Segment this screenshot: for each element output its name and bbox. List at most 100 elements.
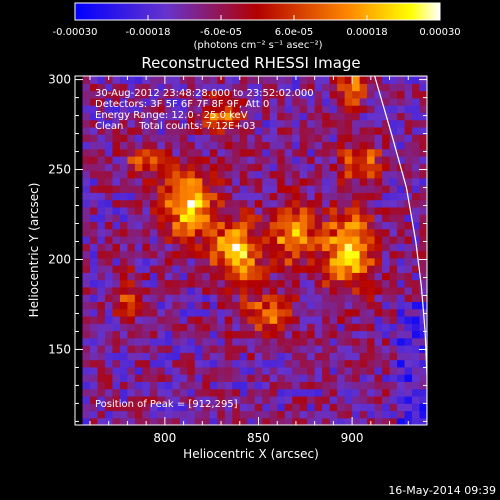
heatmap-cell — [239, 366, 248, 375]
heatmap-cell — [157, 294, 166, 302]
heatmap-cell — [329, 199, 338, 208]
heatmap-cell — [187, 323, 196, 332]
heatmap-cell — [329, 257, 338, 266]
heatmap-cell — [397, 345, 406, 353]
x-tick-label: 900 — [341, 431, 364, 445]
heatmap-cell — [314, 337, 323, 346]
heatmap-cell — [82, 170, 91, 179]
heatmap-cell — [127, 352, 136, 361]
heatmap-cell — [127, 286, 136, 295]
heatmap-cell — [299, 228, 308, 237]
heatmap-cell — [202, 315, 211, 324]
heatmap-cell — [367, 345, 376, 353]
heatmap-cell — [292, 155, 301, 164]
heatmap-cell — [82, 148, 91, 157]
heatmap-cell — [127, 381, 136, 390]
heatmap-cell — [254, 294, 263, 302]
heatmap-cell — [352, 388, 361, 397]
heatmap-cell — [104, 403, 114, 412]
heatmap-cell — [322, 97, 331, 106]
heatmap-cell — [104, 214, 114, 223]
heatmap-cell — [157, 410, 166, 419]
heatmap-cell — [382, 126, 391, 135]
colorbar-tick-label: -6.0e-05 — [200, 27, 242, 38]
heatmap-cell — [202, 243, 211, 252]
heatmap-cell — [239, 206, 248, 215]
heatmap-cell — [374, 250, 383, 259]
heatmap-cell — [209, 177, 218, 186]
heatmap-cell — [277, 170, 286, 179]
heatmap-cell — [127, 105, 136, 113]
heatmap-cell — [374, 228, 383, 237]
heatmap-cell — [307, 119, 316, 128]
heatmap-cell — [209, 330, 218, 339]
heatmap-cell — [194, 308, 203, 317]
heatmap-cell — [397, 359, 406, 368]
heatmap-cell — [119, 235, 129, 244]
heatmap-cell — [127, 294, 136, 302]
heatmap-cell — [194, 170, 203, 179]
heatmap-cell — [149, 330, 158, 339]
heatmap-cell — [97, 126, 106, 135]
heatmap-cell — [382, 272, 391, 281]
heatmap-cell — [89, 206, 99, 215]
heatmap-cell — [127, 141, 136, 150]
heatmap-cell — [202, 148, 211, 157]
heatmap-cell — [187, 134, 196, 143]
heatmap-cell — [359, 279, 368, 288]
heatmap-cell — [269, 374, 278, 382]
heatmap-cell — [127, 265, 136, 273]
heatmap-cell — [352, 105, 361, 113]
heatmap-cell — [412, 374, 421, 382]
heatmap-cell — [164, 337, 173, 346]
heatmap-cell — [374, 221, 383, 230]
heatmap-cell — [194, 141, 203, 150]
heatmap-cell — [344, 257, 353, 266]
heatmap-cell — [82, 76, 91, 84]
heatmap-cell — [382, 366, 391, 375]
heatmap-cell — [314, 90, 323, 99]
heatmap-cell — [232, 323, 241, 332]
heatmap-cell — [322, 308, 331, 317]
heatmap-cell — [202, 192, 211, 201]
heatmap-cell — [127, 112, 136, 121]
heatmap-cell — [164, 330, 173, 339]
heatmap-cell — [389, 257, 398, 266]
heatmap-cell — [412, 199, 421, 208]
annotation-clean-counts: Clean Total counts: 7.12E+03 — [95, 121, 255, 132]
heatmap-cell — [359, 185, 368, 193]
heatmap-cell — [164, 170, 173, 179]
heatmap-cell — [277, 366, 286, 375]
heatmap-cell — [352, 97, 361, 106]
heatmap-cell — [104, 374, 114, 382]
heatmap-cell — [127, 359, 136, 368]
heatmap-cell — [172, 403, 181, 412]
heatmap-cell — [397, 90, 406, 99]
heatmap-cell — [322, 279, 331, 288]
heatmap-cell — [142, 279, 151, 288]
heatmap-cell — [187, 97, 196, 106]
heatmap-cell — [254, 199, 263, 208]
heatmap-cell — [299, 330, 308, 339]
heatmap-cell — [322, 221, 331, 230]
heatmap-cell — [382, 83, 391, 92]
heatmap-cell — [254, 337, 263, 346]
heatmap-cell — [134, 199, 143, 208]
heatmap-cell — [127, 323, 136, 332]
heatmap-cell — [337, 228, 346, 237]
heatmap-cell — [97, 199, 106, 208]
heatmap-cell — [157, 119, 166, 128]
heatmap-cell — [277, 403, 286, 412]
heatmap-cell — [232, 192, 241, 201]
heatmap-cell — [224, 345, 233, 353]
heatmap-cell — [382, 265, 391, 273]
heatmap-cell — [157, 148, 166, 157]
heatmap-cell — [389, 76, 398, 84]
heatmap-cell — [82, 352, 91, 361]
heatmap-cell — [337, 199, 346, 208]
heatmap-cell — [179, 199, 188, 208]
heatmap-cell — [419, 374, 427, 382]
heatmap-cell — [149, 90, 158, 99]
heatmap-cell — [359, 345, 368, 353]
heatmap-cell — [307, 177, 316, 186]
